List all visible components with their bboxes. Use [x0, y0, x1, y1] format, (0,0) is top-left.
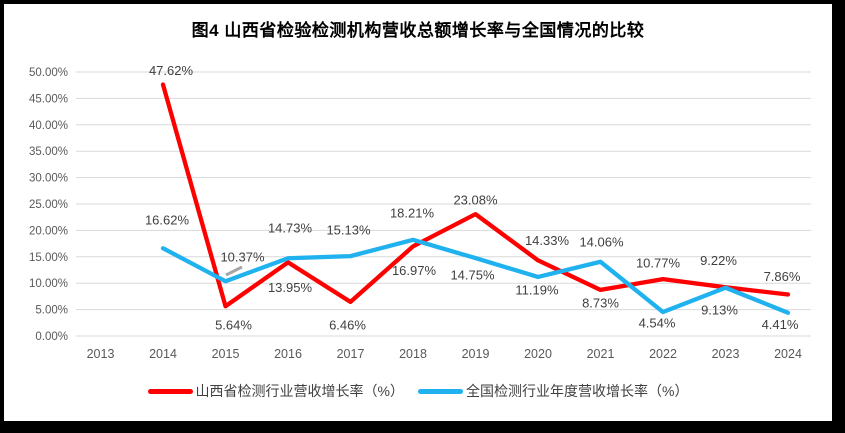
data-label-series-1: 14.06% — [579, 234, 624, 249]
y-axis-tick-label: 45.00% — [29, 93, 68, 105]
data-label-series-0: 7.86% — [764, 269, 801, 284]
data-label-series-1: 10.37% — [220, 250, 265, 265]
x-axis-tick-label: 2016 — [274, 347, 302, 361]
series-line-0 — [160, 82, 791, 309]
x-axis-tick-label: 2013 — [87, 347, 115, 361]
x-axis-tick-label: 2015 — [212, 347, 240, 361]
data-label-series-1: 14.75% — [450, 268, 495, 283]
y-axis-tick-label: 0.00% — [35, 331, 68, 343]
x-axis-tick-label: 2014 — [149, 347, 177, 361]
legend-label-shanxi: 山西省检测行业营收增长率（%） — [195, 383, 404, 399]
stray-gray-segment — [225, 265, 243, 277]
line-chart: 50.00% 45.00% 40.00% 35.00% 30.00% 25.00% 20.0… — [29, 63, 811, 361]
data-label-series-1: 11.19% — [515, 282, 559, 297]
y-axis-tick-label: 35.00% — [29, 146, 68, 158]
x-axis-tick-label: 2019 — [462, 347, 490, 361]
x-axis-tick-label: 2023 — [712, 347, 740, 361]
y-axis-tick-label: 5.00% — [35, 305, 68, 317]
data-label-series-0: 47.62% — [149, 63, 194, 78]
data-label-series-1: 16.62% — [145, 213, 190, 228]
data-label-series-0: 10.77% — [636, 256, 681, 271]
x-axis-tick-label: 2020 — [524, 347, 552, 361]
data-label-series-0: 23.08% — [453, 193, 498, 208]
legend-swatch-national — [418, 388, 463, 394]
x-axis-tick-label: 2018 — [399, 347, 427, 361]
legend-item-shanxi: 山西省检测行业营收增长率（%） — [147, 381, 404, 401]
series-line-1 — [160, 237, 791, 315]
y-axis-tick-label: 40.00% — [29, 120, 68, 132]
data-label-series-1: 18.21% — [390, 205, 435, 220]
data-label-series-0: 9.22% — [700, 253, 737, 268]
y-axis-tick-label: 25.00% — [29, 199, 68, 211]
x-axis-tick-label: 2024 — [774, 347, 802, 361]
y-axis-tick-label: 30.00% — [29, 173, 68, 185]
legend: 山西省检测行业营收增长率（%） 全国检测行业年度营收增长率（%） — [4, 381, 832, 401]
y-axis-tick-label: 15.00% — [29, 252, 68, 264]
data-label-series-1: 4.41% — [762, 317, 799, 332]
data-label-series-1: 14.73% — [268, 221, 313, 236]
data-label-series-0: 14.33% — [525, 233, 570, 248]
data-label-series-1: 9.13% — [701, 302, 738, 317]
data-label-series-0: 6.46% — [329, 317, 366, 332]
x-axis-tick-label: 2021 — [587, 347, 615, 361]
x-axis-tick-label: 2022 — [649, 347, 677, 361]
legend-item-national: 全国检测行业年度营收增长率（%） — [418, 381, 688, 401]
data-label-series-0: 16.97% — [392, 263, 437, 278]
data-label-series-0: 13.95% — [268, 280, 313, 295]
chart-title: 图4 山西省检验检测机构营收总额增长率与全国情况的比较 — [191, 21, 645, 40]
y-axis-tick-label: 10.00% — [29, 278, 68, 290]
data-label-series-1: 15.13% — [326, 223, 371, 238]
y-axis-tick-label: 50.00% — [29, 67, 68, 79]
data-label-series-0: 5.64% — [215, 318, 252, 333]
data-label-series-0: 8.73% — [582, 295, 619, 310]
legend-label-national: 全国检测行业年度营收增长率（%） — [466, 383, 689, 399]
y-axis-tick-label: 20.00% — [29, 225, 68, 237]
x-axis-tick-label: 2017 — [337, 347, 365, 361]
legend-swatch-shanxi — [147, 388, 193, 394]
data-label-series-1: 4.54% — [639, 316, 676, 331]
